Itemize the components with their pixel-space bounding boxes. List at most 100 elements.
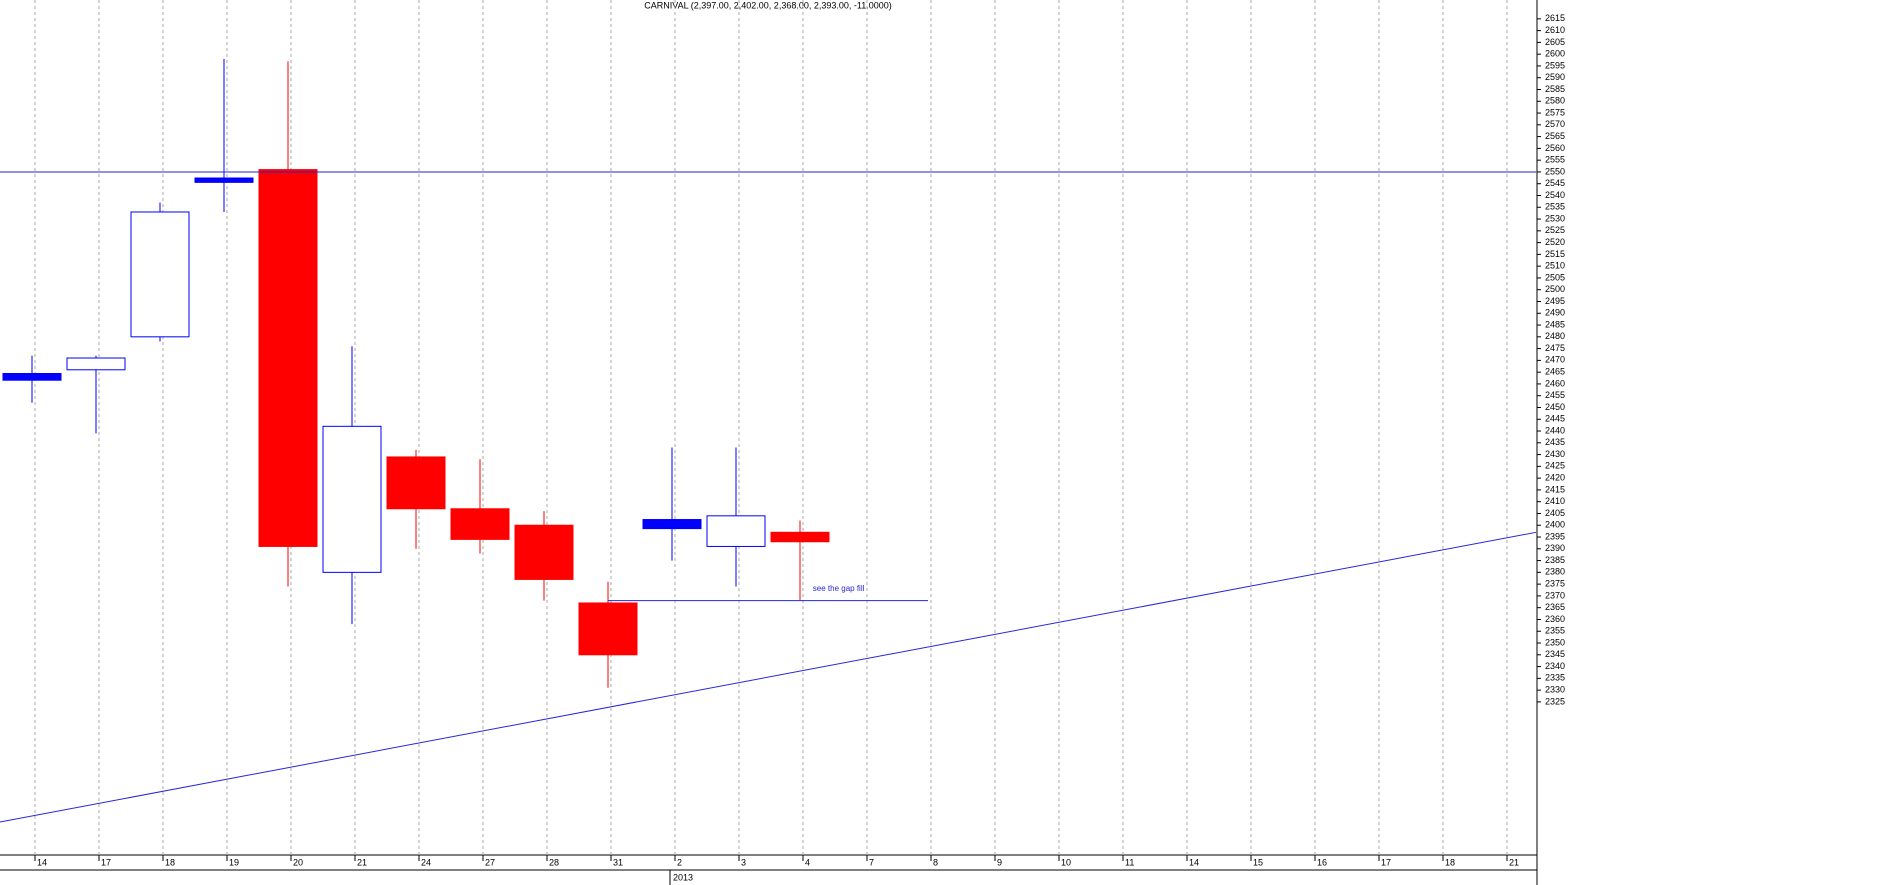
y-tick-label: 2485 [1545, 319, 1565, 329]
y-tick-label: 2445 [1545, 414, 1565, 424]
y-tick-label: 2340 [1545, 661, 1565, 671]
y-tick-label: 2480 [1545, 331, 1565, 341]
x-tick-label: 24 [421, 857, 431, 867]
y-tick-label: 2455 [1545, 390, 1565, 400]
x-tick-label: 27 [485, 857, 495, 867]
x-tick-label: 7 [869, 857, 874, 867]
x-tick-label: 20 [293, 857, 303, 867]
candle-body [66, 357, 126, 371]
y-tick-label: 2615 [1545, 13, 1565, 23]
y-tick-label: 2495 [1545, 296, 1565, 306]
y-tick-label: 2520 [1545, 237, 1565, 247]
y-tick-label: 2335 [1545, 673, 1565, 683]
y-tick-label: 2560 [1545, 143, 1565, 153]
y-tick-label: 2540 [1545, 190, 1565, 200]
candle-body [258, 169, 318, 547]
x-tick-label: 8 [933, 857, 938, 867]
y-tick-label: 2535 [1545, 202, 1565, 212]
y-tick-label: 2430 [1545, 449, 1565, 459]
y-tick-label: 2515 [1545, 249, 1565, 259]
y-tick-label: 2355 [1545, 626, 1565, 636]
x-tick-label: 4 [805, 857, 810, 867]
y-tick-label: 2590 [1545, 72, 1565, 82]
year-label: 2013 [673, 872, 693, 882]
x-tick-label: 9 [997, 857, 1002, 867]
candle-body [642, 519, 702, 530]
y-tick-label: 2440 [1545, 425, 1565, 435]
x-tick-label: 31 [613, 857, 623, 867]
x-tick-label: 10 [1061, 857, 1071, 867]
candle-body [450, 508, 510, 540]
candle-body [514, 524, 574, 580]
y-tick-label: 2510 [1545, 261, 1565, 271]
x-tick-label: 15 [1253, 857, 1263, 867]
y-tick-label: 2345 [1545, 649, 1565, 659]
candle-body [386, 456, 446, 510]
x-tick-label: 28 [549, 857, 559, 867]
y-tick-label: 2385 [1545, 555, 1565, 565]
x-tick-label: 14 [1189, 857, 1199, 867]
y-tick-label: 2400 [1545, 520, 1565, 530]
x-tick-label: 14 [37, 857, 47, 867]
y-tick-label: 2330 [1545, 684, 1565, 694]
candle-body [130, 211, 190, 338]
candle-body [578, 602, 638, 656]
chart-title: CARNIVAL (2,397.00, 2,402.00, 2,368.00, … [644, 0, 892, 10]
y-tick-label: 2525 [1545, 225, 1565, 235]
y-tick-label: 2580 [1545, 96, 1565, 106]
y-tick-label: 2605 [1545, 37, 1565, 47]
y-tick-label: 2550 [1545, 166, 1565, 176]
y-tick-label: 2610 [1545, 25, 1565, 35]
candle-body [2, 373, 62, 381]
y-tick-label: 2505 [1545, 272, 1565, 282]
y-tick-label: 2380 [1545, 567, 1565, 577]
y-tick-label: 2405 [1545, 508, 1565, 518]
candle-body [194, 177, 254, 183]
y-tick-label: 2545 [1545, 178, 1565, 188]
y-tick-label: 2500 [1545, 284, 1565, 294]
y-tick-label: 2595 [1545, 60, 1565, 70]
y-tick-label: 2465 [1545, 367, 1565, 377]
x-tick-label: 18 [165, 857, 175, 867]
x-tick-label: 17 [1381, 857, 1391, 867]
y-tick-label: 2420 [1545, 473, 1565, 483]
candle-body [322, 425, 382, 573]
y-tick-label: 2585 [1545, 84, 1565, 94]
y-tick-label: 2370 [1545, 590, 1565, 600]
y-tick-label: 2410 [1545, 496, 1565, 506]
y-tick-label: 2575 [1545, 107, 1565, 117]
annotation-line [0, 531, 1537, 823]
y-tick-label: 2360 [1545, 614, 1565, 624]
x-tick-label: 16 [1317, 857, 1327, 867]
y-tick-label: 2490 [1545, 308, 1565, 318]
y-tick-label: 2600 [1545, 49, 1565, 59]
y-tick-label: 2365 [1545, 602, 1565, 612]
y-tick-label: 2470 [1545, 355, 1565, 365]
x-tick-label: 21 [1509, 857, 1519, 867]
y-tick-label: 2475 [1545, 343, 1565, 353]
x-tick-label: 3 [741, 857, 746, 867]
x-tick-label: 18 [1445, 857, 1455, 867]
x-tick-label: 11 [1125, 857, 1134, 867]
y-tick-label: 2325 [1545, 696, 1565, 706]
y-tick-label: 2570 [1545, 119, 1565, 129]
y-tick-label: 2390 [1545, 543, 1565, 553]
y-tick-label: 2555 [1545, 155, 1565, 165]
y-tick-label: 2425 [1545, 461, 1565, 471]
x-tick-label: 17 [101, 857, 111, 867]
y-tick-label: 2395 [1545, 531, 1565, 541]
candle-body [706, 515, 766, 547]
annotation-text: see the gap fill [813, 584, 865, 593]
y-tick-label: 2460 [1545, 378, 1565, 388]
y-tick-label: 2415 [1545, 484, 1565, 494]
y-tick-label: 2375 [1545, 579, 1565, 589]
y-tick-label: 2565 [1545, 131, 1565, 141]
x-tick-label: 19 [229, 857, 239, 867]
x-tick-label: 2 [677, 857, 682, 867]
y-tick-label: 2435 [1545, 437, 1565, 447]
x-tick-label: 21 [357, 857, 367, 867]
y-tick-label: 2450 [1545, 402, 1565, 412]
y-tick-label: 2530 [1545, 213, 1565, 223]
candle-body [770, 531, 830, 543]
